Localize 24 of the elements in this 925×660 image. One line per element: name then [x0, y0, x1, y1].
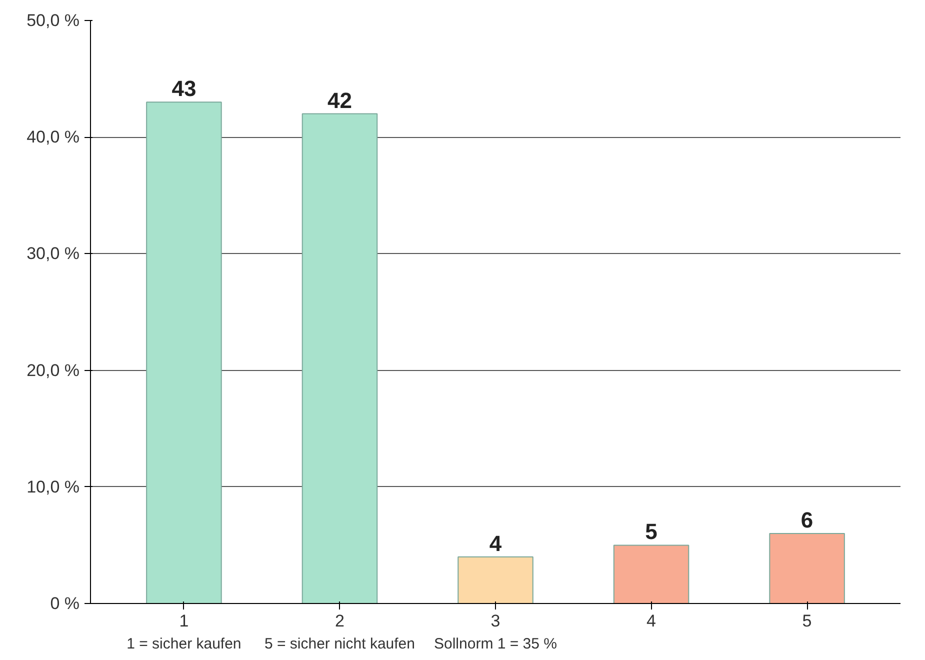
data-label: 4	[489, 530, 502, 556]
bar	[613, 544, 690, 604]
x-tick-label: 5	[802, 612, 812, 630]
text: 5 = sicher nicht kaufen	[264, 636, 415, 652]
data-label: 6	[800, 508, 814, 533]
y-tick-label: 40,0 %	[26, 128, 80, 147]
x-tick-label: 4	[646, 612, 656, 630]
bar	[458, 556, 534, 604]
y-tick-label: 30,0 %	[26, 244, 80, 264]
y-tick-label: 10,0 %	[26, 477, 80, 496]
x-tick-label: 2	[335, 612, 344, 630]
bar	[769, 533, 845, 604]
text: Sollnorm 1 = 35 %	[434, 636, 557, 652]
y-tick-label: 50,0 %	[26, 11, 80, 30]
data-label: 42	[327, 88, 352, 113]
data-label: 43	[172, 76, 196, 102]
y-tick-label: 20,0 %	[26, 360, 80, 380]
x-tick-label: 1	[179, 612, 189, 630]
bar	[302, 113, 378, 604]
bar	[146, 102, 222, 604]
data-label: 5	[645, 519, 658, 544]
y-tick-label: 0 %	[50, 594, 80, 613]
x-tick-label: 3	[490, 612, 500, 630]
text: 1 = sicher kaufen	[126, 636, 242, 652]
